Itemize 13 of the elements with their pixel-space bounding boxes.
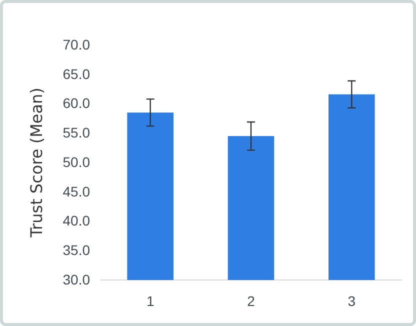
y-tick-label: 65.0 [62,66,90,82]
y-tick-label: 35.0 [62,242,90,258]
x-tick-label: 2 [247,292,256,309]
y-tick-label: 70.0 [62,36,90,52]
y-tick-label: 55.0 [62,124,90,141]
y-tick-label: 50.0 [62,154,90,170]
y-tick-label: 45.0 [62,183,90,200]
x-tick-label: 3 [348,292,356,309]
x-tick-label: 1 [146,292,154,309]
y-tick-label: 30.0 [62,271,90,288]
y-axis-title: Trust Score (Mean) [27,88,46,238]
y-tick-label: 60.0 [62,95,90,112]
y-tick-label: 40.0 [62,212,90,229]
